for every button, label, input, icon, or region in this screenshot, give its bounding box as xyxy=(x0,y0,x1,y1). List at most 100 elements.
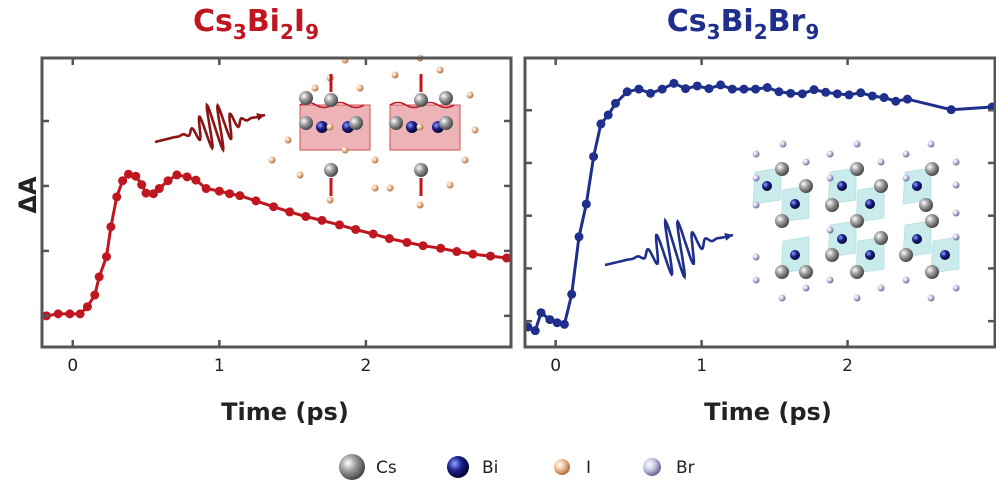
data-point xyxy=(545,315,555,325)
data-point xyxy=(530,326,540,336)
br-atom-icon xyxy=(802,158,810,166)
laser-pulse-icon xyxy=(154,102,266,153)
bi-atom-icon xyxy=(865,199,875,209)
bi-atom-icon xyxy=(406,121,418,133)
data-point xyxy=(235,191,245,201)
br-atom-icon xyxy=(877,284,885,292)
i-atom-icon xyxy=(284,136,292,144)
data-point xyxy=(90,290,100,300)
br-atom-icon xyxy=(752,276,760,284)
cs-atom-icon xyxy=(775,265,789,279)
inset-right xyxy=(604,140,960,302)
legend-item: I xyxy=(554,458,591,478)
x-axis-label-left: Time (ps) xyxy=(221,398,349,426)
cs-atom-icon xyxy=(299,91,313,105)
data-point xyxy=(94,272,104,282)
i-atom-icon xyxy=(268,156,276,164)
data-point xyxy=(603,110,613,120)
data-point xyxy=(622,87,632,97)
br-atom-icon xyxy=(853,294,861,302)
i-atom-icon xyxy=(341,146,349,154)
i-atom-icon xyxy=(461,156,469,164)
legend-item: Br xyxy=(643,458,695,478)
data-point xyxy=(581,199,591,209)
br-atom-icon xyxy=(902,150,910,158)
i-atom-icon xyxy=(436,66,444,74)
cs-atom-icon xyxy=(799,179,813,193)
data-point xyxy=(774,87,784,97)
x-tick-label: 2 xyxy=(360,356,371,376)
data-point xyxy=(762,83,772,93)
br-atom-icon xyxy=(826,226,834,234)
bi-legend-icon xyxy=(447,456,469,478)
i-atom-icon xyxy=(416,123,424,131)
cs-atom-icon xyxy=(799,265,813,279)
cs-atom-icon xyxy=(389,116,403,130)
bi-atom-icon xyxy=(316,121,328,133)
legend-label: I xyxy=(586,458,591,478)
cs-atom-icon xyxy=(825,248,839,262)
arrow-head-icon xyxy=(256,113,265,121)
i-legend-icon xyxy=(554,459,570,475)
data-point xyxy=(141,188,151,198)
data-point xyxy=(137,180,147,190)
bi-atom-icon xyxy=(790,250,800,260)
data-point xyxy=(786,88,796,98)
data-point xyxy=(131,171,141,181)
data-point xyxy=(384,234,394,244)
legend-label: Br xyxy=(676,458,695,478)
data-point xyxy=(118,176,128,186)
cs-atom-icon xyxy=(324,163,338,177)
i-atom-icon xyxy=(371,184,379,192)
data-point xyxy=(867,91,877,101)
data-point xyxy=(727,84,737,94)
data-point xyxy=(163,176,173,186)
br-atom-icon xyxy=(826,150,834,158)
cs-atom-icon xyxy=(299,116,313,130)
br-atom-icon xyxy=(826,276,834,284)
cs-atom-icon xyxy=(919,198,933,212)
data-point xyxy=(681,84,691,94)
data-point xyxy=(75,309,85,319)
data-point xyxy=(879,93,889,103)
legend-item: Cs xyxy=(339,454,397,480)
bi-atom-icon xyxy=(912,234,922,244)
i-atom-icon xyxy=(356,84,364,92)
data-point xyxy=(191,175,201,185)
bi-atom-icon xyxy=(762,181,772,191)
cs-atom-icon xyxy=(324,93,338,107)
br-atom-icon xyxy=(752,201,760,209)
data-point xyxy=(567,289,577,299)
bi-atom-icon xyxy=(837,181,847,191)
data-point xyxy=(596,119,606,129)
data-point xyxy=(317,215,327,225)
data-point xyxy=(82,302,92,312)
br-legend-icon xyxy=(643,458,661,476)
data-point xyxy=(574,232,584,242)
br-atom-icon xyxy=(952,181,960,189)
br-atom-icon xyxy=(927,294,935,302)
data-point xyxy=(610,98,620,108)
data-point xyxy=(669,78,679,88)
br-atom-icon xyxy=(952,233,960,241)
cs-atom-icon xyxy=(850,265,864,279)
data-point xyxy=(844,90,854,100)
cs-atom-icon xyxy=(925,162,939,176)
data-point xyxy=(123,169,133,179)
data-point xyxy=(214,186,224,196)
bi-atom-icon xyxy=(865,250,875,260)
data-point xyxy=(112,192,122,202)
data-point xyxy=(536,308,546,318)
i-atom-icon xyxy=(416,201,424,209)
data-point xyxy=(559,319,569,329)
br-atom-icon xyxy=(902,174,910,182)
arrow-head-icon xyxy=(724,232,733,241)
data-point xyxy=(902,94,912,104)
data-point xyxy=(301,211,311,221)
cs-atom-icon xyxy=(414,163,428,177)
i-atom-icon xyxy=(466,91,474,99)
data-point xyxy=(468,249,478,259)
br-atom-icon xyxy=(952,284,960,292)
data-point xyxy=(225,189,235,199)
